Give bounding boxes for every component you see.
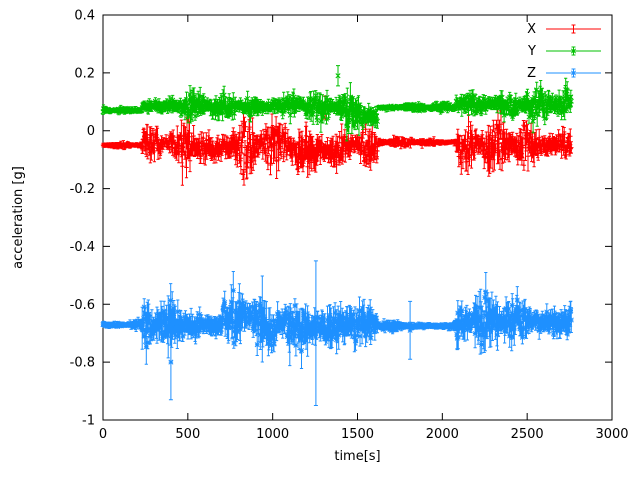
legend-marker-Z-icon bbox=[570, 70, 577, 76]
series-Y-markers bbox=[100, 73, 574, 129]
y-tick-label: -1 bbox=[82, 414, 95, 429]
y-axis-title-text: acceleration [g] bbox=[10, 166, 26, 269]
y-tick-label: -0.2 bbox=[70, 182, 95, 197]
x-tick-label: 0 bbox=[99, 427, 107, 442]
legend-label-Y: Y bbox=[527, 44, 536, 59]
series-Z-markers bbox=[100, 287, 574, 365]
y-tick-label: 0.2 bbox=[74, 66, 95, 81]
y-tick-label: -0.8 bbox=[70, 356, 95, 371]
legend-marker-X-icon bbox=[571, 26, 576, 32]
x-axis-title: time[s] bbox=[334, 449, 381, 464]
series-X-markers bbox=[100, 105, 574, 177]
y-tick-label: 0.4 bbox=[74, 9, 95, 24]
legend-label-X: X bbox=[527, 22, 536, 37]
x-tick-label: 1000 bbox=[256, 427, 289, 442]
x-tick-label: 500 bbox=[175, 427, 200, 442]
x-tick-label: 2500 bbox=[511, 427, 544, 442]
x-tick-label: 3000 bbox=[595, 427, 628, 442]
x-tick-label: 2000 bbox=[426, 427, 459, 442]
y-tick-label: -0.6 bbox=[70, 298, 95, 313]
y-tick-label: -0.4 bbox=[70, 240, 95, 255]
legend-label-Z: Z bbox=[527, 66, 536, 81]
y-axis-title: acceleration [g] bbox=[6, 0, 30, 435]
legend-marker-Y-icon bbox=[570, 48, 577, 54]
axis-ticks bbox=[102, 14, 613, 421]
y-tick-label: 0 bbox=[87, 124, 95, 139]
x-tick-label: 1500 bbox=[341, 427, 374, 442]
